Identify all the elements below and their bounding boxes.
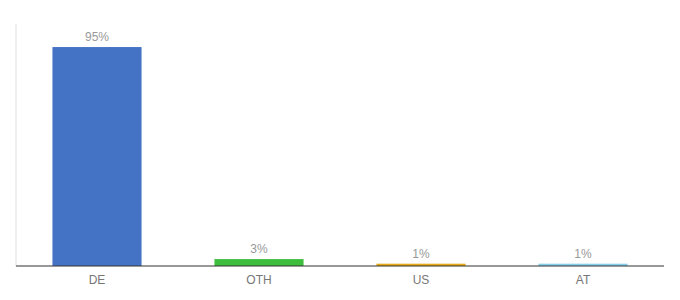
x-tick-label: AT bbox=[576, 273, 591, 287]
data-label: 1% bbox=[412, 247, 430, 261]
data-label: 3% bbox=[250, 242, 268, 256]
x-tick-label: US bbox=[413, 273, 430, 287]
chart-container: DE OTH US AT 95% 3% 1% 1% bbox=[0, 0, 680, 300]
x-tick-label: DE bbox=[89, 273, 106, 287]
x-axis-line bbox=[16, 265, 664, 266]
bars bbox=[52, 47, 627, 266]
data-label: 1% bbox=[574, 247, 592, 261]
x-tick-label: OTH bbox=[246, 273, 271, 287]
bar bbox=[52, 47, 141, 266]
chart-svg: DE OTH US AT 95% 3% 1% 1% bbox=[0, 0, 680, 300]
bar bbox=[214, 259, 303, 266]
y-range-line bbox=[16, 24, 17, 266]
data-label: 95% bbox=[85, 30, 109, 44]
